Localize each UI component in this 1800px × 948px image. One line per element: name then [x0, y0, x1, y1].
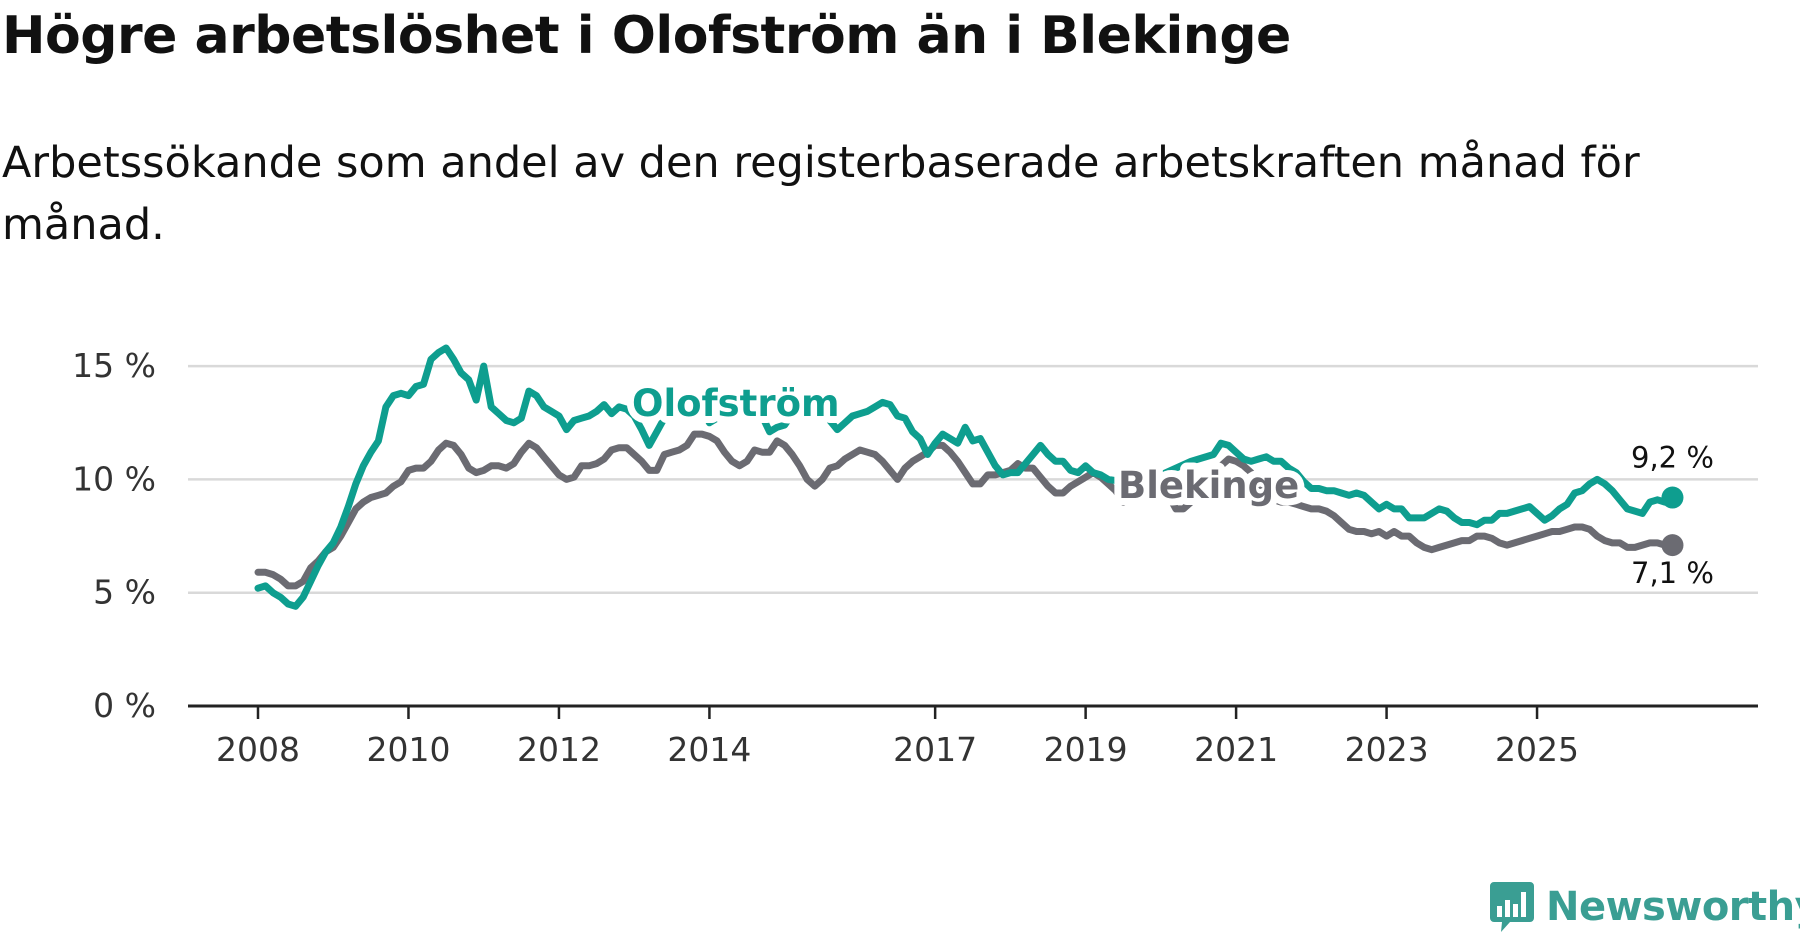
x-tick-label: 2019 — [1044, 730, 1128, 769]
x-tick-label: 2014 — [667, 730, 751, 769]
x-tick-label: 2025 — [1495, 730, 1579, 769]
grid-layer: 0 % 5 % 10 % 15 % — [72, 346, 1758, 725]
end-point-blekinge — [1661, 534, 1684, 557]
series-line-olofstrom — [254, 344, 1676, 610]
x-tick-label: 2021 — [1194, 730, 1278, 769]
newsworthy-icon — [1490, 882, 1534, 932]
x-tick-label: 2012 — [517, 730, 601, 769]
x-tick-label: 2023 — [1345, 730, 1429, 769]
x-tick-label: 2017 — [893, 730, 977, 769]
y-tick-label: 0 % — [93, 686, 156, 725]
brand-name: Newsworthy — [1546, 884, 1800, 930]
series-name-olofstrom: Olofström — [632, 382, 840, 425]
chart-title: Högre arbetslöshet i Olofström än i Blek… — [2, 6, 1291, 66]
y-tick-label: 10 % — [72, 459, 156, 498]
end-point-olofstrom — [1661, 486, 1684, 509]
series-name-blekinge: Blekinge — [1118, 464, 1299, 507]
x-tick-label: 2008 — [216, 730, 300, 769]
y-tick-label: 5 % — [93, 573, 156, 612]
newsworthy-logo: Newsworthy — [1488, 880, 1800, 934]
series-line-blekinge — [254, 430, 1676, 590]
end-value-label-blekinge: 7,1 % — [1631, 556, 1714, 590]
series-layer — [254, 344, 1684, 610]
x-axis: 2008 2010 2012 2014 2017 2019 2021 2023 2025 — [188, 704, 1758, 769]
chart-subtitle: Arbetssökande som andel av den registerb… — [2, 138, 1640, 250]
x-tick-label: 2010 — [366, 730, 450, 769]
label-layer: Blekinge Olofström 7,1 % 9,2 % — [625, 375, 1718, 594]
y-tick-label: 15 % — [72, 346, 156, 385]
end-value-label-olofstrom: 9,2 % — [1631, 441, 1714, 475]
